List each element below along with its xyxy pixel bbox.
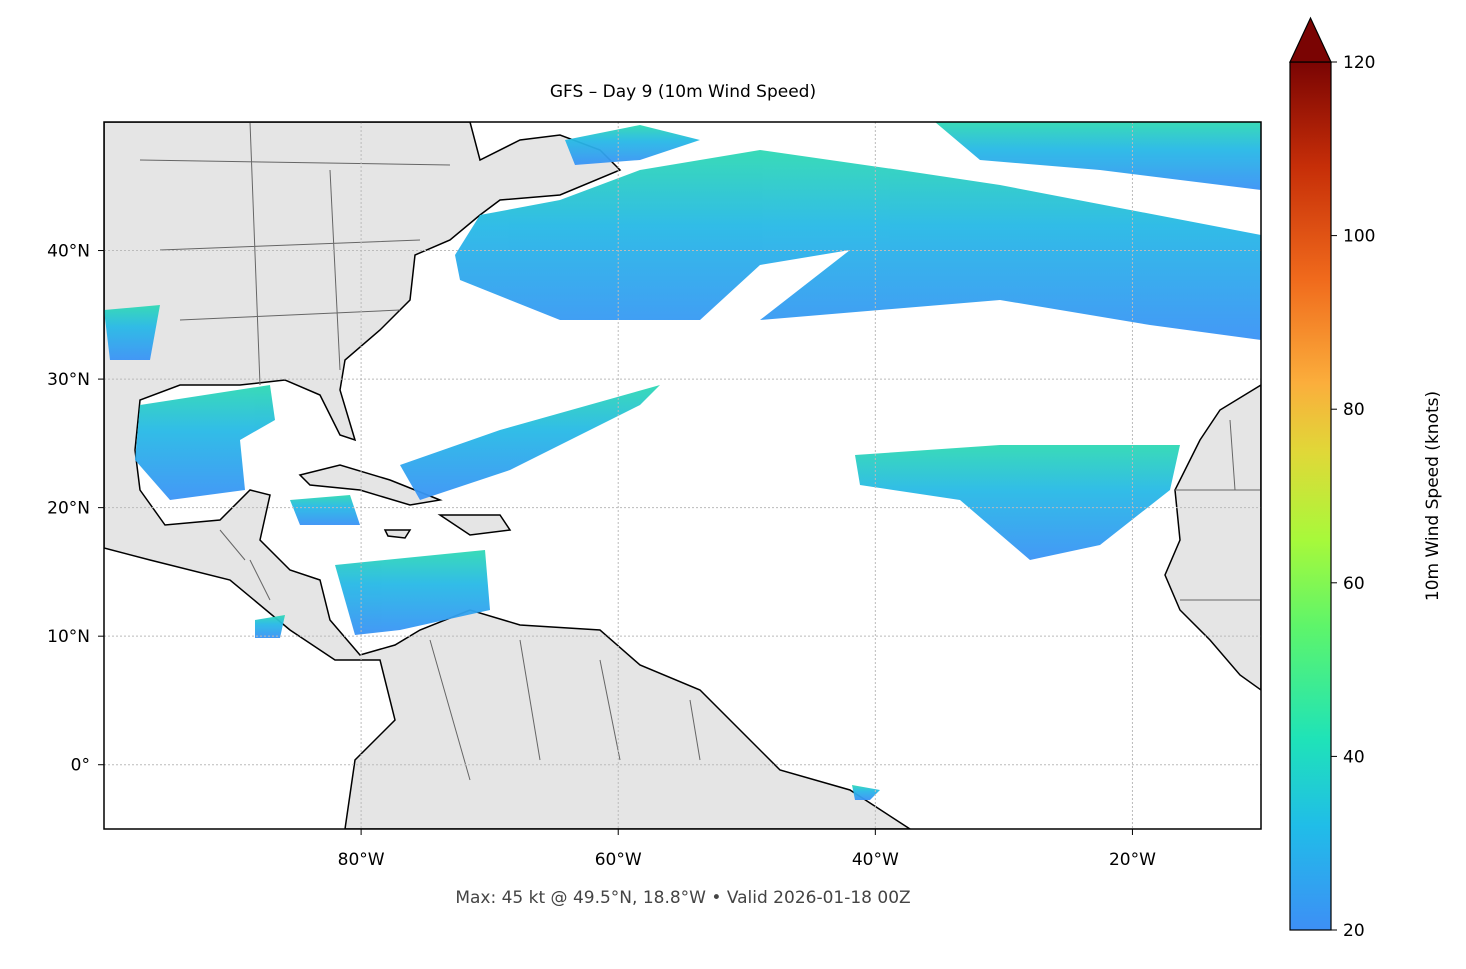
- map-area: [104, 122, 1261, 829]
- colorbar-scale: [1289, 61, 1332, 931]
- y-tick-label: 20°N: [47, 499, 90, 519]
- y-tick-label: 10°N: [47, 627, 90, 647]
- y-tick-label: 30°N: [47, 370, 90, 390]
- land: [104, 122, 1261, 829]
- map-frame: [103, 121, 1262, 830]
- colorbar-tick-label: 20: [1343, 921, 1365, 941]
- x-tick-label: 20°W: [1109, 850, 1156, 870]
- y-tick-label: 40°N: [47, 242, 90, 262]
- borders: [139, 122, 1261, 781]
- y-tick-label: 0°: [71, 756, 90, 776]
- x-tick-label: 40°W: [852, 850, 899, 870]
- colorbar-tick-label: 80: [1343, 400, 1365, 420]
- colorbar-tick-label: 120: [1343, 53, 1375, 73]
- colorbar: 10m Wind Speed (knots) 20 40 60 80 100 120: [1289, 16, 1443, 941]
- colorbar-tick-label: 100: [1343, 227, 1375, 247]
- x-tick-label: 80°W: [338, 850, 385, 870]
- grid: [104, 122, 1261, 829]
- wind-field: [104, 122, 1261, 800]
- colorbar-tick-label: 60: [1343, 574, 1365, 594]
- colorbar-label: 10m Wind Speed (knots): [1423, 391, 1443, 601]
- map-title: GFS – Day 9 (10m Wind Speed): [550, 82, 816, 102]
- colorbar-extend: [1289, 16, 1332, 63]
- x-tick-label: 60°W: [595, 850, 642, 870]
- footer-note: Max: 45 kt @ 49.5°N, 18.8°W • Valid 2026…: [455, 888, 910, 908]
- colorbar-tick-label: 40: [1343, 747, 1365, 767]
